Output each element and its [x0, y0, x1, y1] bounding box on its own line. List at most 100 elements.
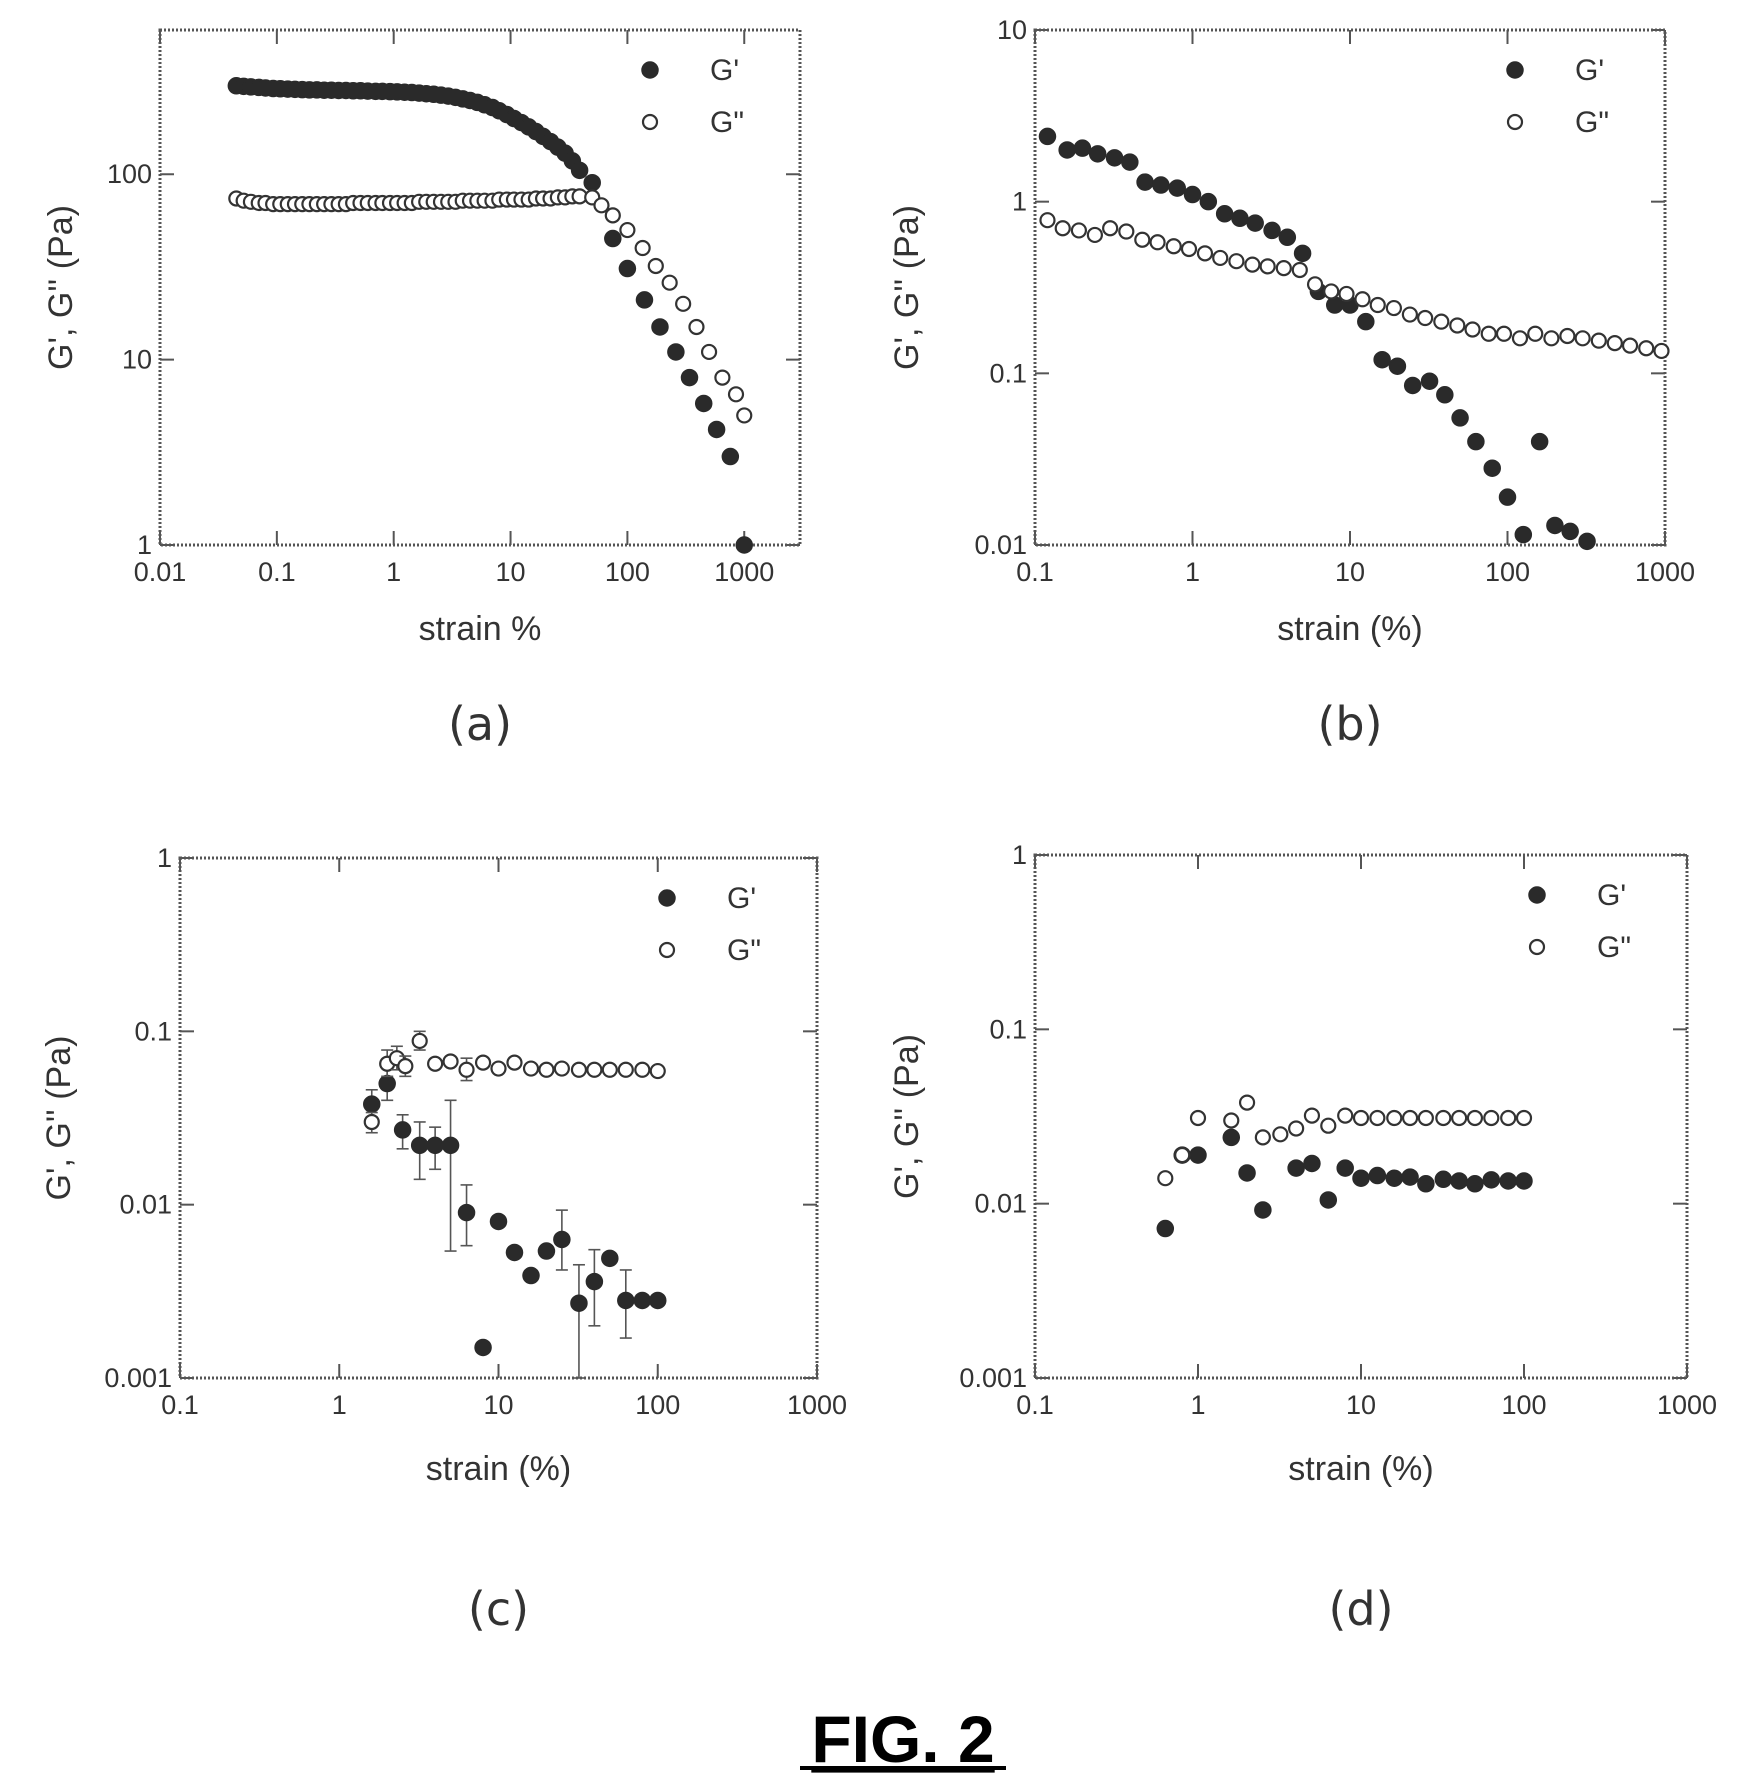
data-point — [1420, 372, 1439, 390]
data-point — [649, 1291, 667, 1310]
x-tick-label: 100 — [635, 1390, 680, 1420]
data-point — [1574, 330, 1591, 347]
data-point — [1306, 276, 1324, 293]
data-point — [1212, 249, 1229, 267]
x-tick-label: 10 — [483, 1390, 513, 1420]
data-point — [1354, 291, 1371, 308]
data-point — [1436, 386, 1454, 404]
y-tick-label: 1 — [157, 843, 172, 873]
data-point — [1038, 127, 1057, 146]
data-point — [1336, 1159, 1354, 1177]
plot-frame — [158, 28, 802, 547]
data-point — [1467, 432, 1485, 451]
panel-d: 0.1 1 10 100 1000 0.001 0.01 0.1 1 strain (%) G', … — [888, 840, 1717, 1636]
data-point — [1368, 1166, 1387, 1185]
data-point — [1039, 212, 1056, 229]
data-point — [1386, 1109, 1403, 1127]
data-point — [1621, 337, 1639, 354]
x-axis-label: strain (%) — [1288, 1450, 1433, 1488]
data-point — [1228, 253, 1245, 270]
data-point — [604, 207, 621, 224]
x-tick-label: 1 — [1190, 1390, 1205, 1420]
data-point — [538, 1061, 555, 1078]
data-point — [522, 1266, 540, 1285]
panel-c: 0.1 1 10 100 1000 0.001 0.01 0.1 1 strain (%) G', … — [40, 843, 847, 1636]
data-point — [680, 368, 699, 387]
x-axis-label: strain % — [419, 610, 542, 648]
legend-label: G" — [1575, 106, 1609, 139]
data-point — [1530, 432, 1549, 451]
data-point — [1515, 1172, 1533, 1190]
data-point — [1156, 1219, 1175, 1238]
panel-a: 0.01 0.1 1 10 100 1000 1 10 100 strain % G', G'' (… — [42, 28, 802, 751]
data-point — [1180, 240, 1198, 258]
data-point — [1606, 335, 1623, 352]
data-point — [1385, 1169, 1404, 1187]
legend-label: G' — [1575, 54, 1604, 87]
data-point — [1293, 244, 1312, 263]
data-point — [1403, 376, 1422, 395]
data-point — [1515, 1109, 1533, 1127]
data-point — [426, 1136, 444, 1155]
data-point — [442, 1053, 459, 1070]
data-point — [1417, 1109, 1434, 1127]
data-point — [1263, 221, 1281, 240]
data-point — [1417, 1175, 1435, 1193]
data-point — [1464, 321, 1481, 338]
data-point — [457, 1203, 476, 1222]
data-point — [1482, 1171, 1501, 1189]
series-g-double-prime — [1157, 1094, 1533, 1187]
plot-frame — [178, 856, 819, 1380]
data-point — [1152, 176, 1170, 194]
legend-marker — [641, 113, 659, 131]
data-point — [1231, 209, 1249, 228]
data-point — [1086, 226, 1103, 244]
data-point — [474, 1054, 492, 1071]
y-tick-label: 0.01 — [119, 1190, 172, 1220]
data-point — [1238, 1164, 1256, 1182]
data-point — [694, 394, 713, 413]
data-point — [570, 161, 589, 180]
data-point — [490, 1060, 507, 1077]
y-tick-label: 1 — [1012, 187, 1027, 217]
y-axis-label: G', G'' (Pa) — [42, 205, 80, 370]
legend-label: G' — [727, 882, 756, 915]
data-point — [707, 420, 726, 439]
data-point — [1450, 1172, 1468, 1190]
y-tick-label: 0.01 — [974, 1189, 1027, 1219]
legend-marker — [658, 889, 676, 907]
data-point — [1434, 1170, 1453, 1189]
data-point — [1073, 139, 1092, 157]
data-point — [604, 229, 622, 248]
legend-marker — [1506, 113, 1524, 131]
data-point — [1134, 231, 1151, 248]
data-point — [1401, 306, 1418, 323]
x-tick-label: 10 — [1335, 557, 1365, 587]
data-point — [700, 343, 718, 361]
data-point — [586, 1061, 603, 1078]
data-point — [1559, 327, 1576, 345]
data-point — [1388, 357, 1407, 375]
data-point — [634, 1061, 651, 1078]
data-point — [1054, 220, 1071, 237]
data-point — [1259, 258, 1276, 275]
data-point — [506, 1054, 523, 1071]
series-g-double-prime — [363, 1030, 666, 1134]
data-point — [1546, 516, 1564, 535]
data-point — [1417, 309, 1434, 327]
x-tick-label: 1 — [386, 557, 401, 587]
data-point — [1369, 1109, 1386, 1127]
data-point — [735, 536, 753, 554]
data-point — [1578, 532, 1596, 551]
data-point — [1254, 1129, 1271, 1146]
data-point — [570, 1294, 588, 1312]
y-tick-label: 1 — [137, 530, 152, 560]
series-g-prime — [227, 77, 753, 554]
data-point — [1070, 222, 1088, 239]
data-point — [427, 1055, 444, 1072]
data-point — [1499, 1172, 1517, 1190]
data-point — [1495, 325, 1513, 342]
data-point — [1480, 325, 1497, 342]
